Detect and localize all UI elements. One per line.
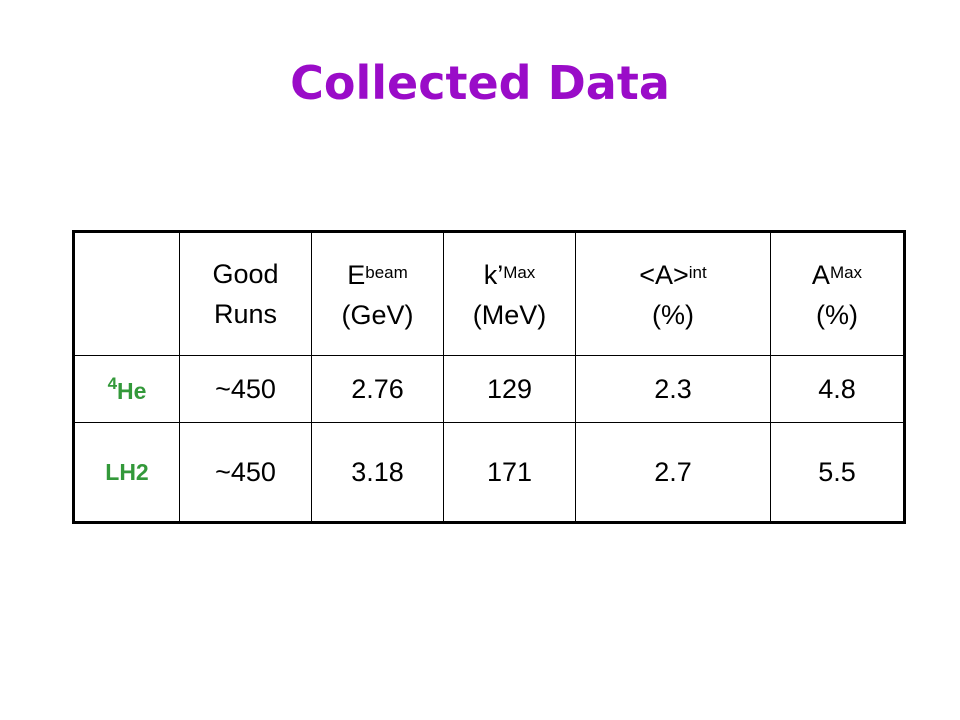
header-unit: (%): [652, 300, 694, 330]
header-unit: (%): [816, 300, 858, 330]
header-sub: int: [688, 263, 707, 282]
cell: 171: [443, 422, 576, 523]
cell: ~450: [179, 422, 312, 523]
label-main: He: [117, 377, 147, 404]
header-cell: Ebeam (GeV): [311, 231, 444, 356]
cell: 129: [443, 355, 576, 423]
data-row: 4He ~450 2.76 129 2.3 4.8: [73, 355, 905, 423]
label-sup: 4: [107, 373, 118, 393]
cell: 3.18: [311, 422, 444, 523]
slide-title: Collected Data: [290, 56, 670, 110]
header-row: Good Runs Ebeam (GeV) k’Max (MeV) <A>int (%…: [73, 231, 905, 356]
header-sub: Max: [829, 263, 863, 282]
header-sub: Max: [503, 263, 536, 282]
header-cell: AMax (%): [770, 231, 905, 356]
data-row: LH2 ~450 3.18 171 2.7 5.5: [73, 422, 905, 523]
header-cell: <A>int (%): [575, 231, 771, 356]
label-main: LH2: [105, 458, 149, 485]
header-unit: (GeV): [341, 300, 414, 330]
cell: 2.3: [575, 355, 771, 423]
header-cell: Good Runs: [179, 231, 312, 356]
header-sub: beam: [365, 263, 408, 282]
row-label: 4He: [73, 355, 180, 423]
header-main: k’: [483, 260, 504, 290]
header-main: E: [347, 260, 366, 290]
header-unit: (MeV): [472, 300, 547, 330]
cell: 4.8: [770, 355, 905, 423]
header-main: <A>: [639, 260, 689, 290]
cell: 5.5: [770, 422, 905, 523]
cell: 2.7: [575, 422, 771, 523]
header-main: A: [811, 260, 830, 290]
cell: ~450: [179, 355, 312, 423]
corner-cell: [73, 231, 180, 356]
cell: 2.76: [311, 355, 444, 423]
data-table: Good Runs Ebeam (GeV) k’Max (MeV) <A>int (%…: [72, 230, 906, 524]
row-label: LH2: [73, 422, 180, 523]
header-text: Good Runs: [212, 259, 279, 329]
header-cell: k’Max (MeV): [443, 231, 576, 356]
